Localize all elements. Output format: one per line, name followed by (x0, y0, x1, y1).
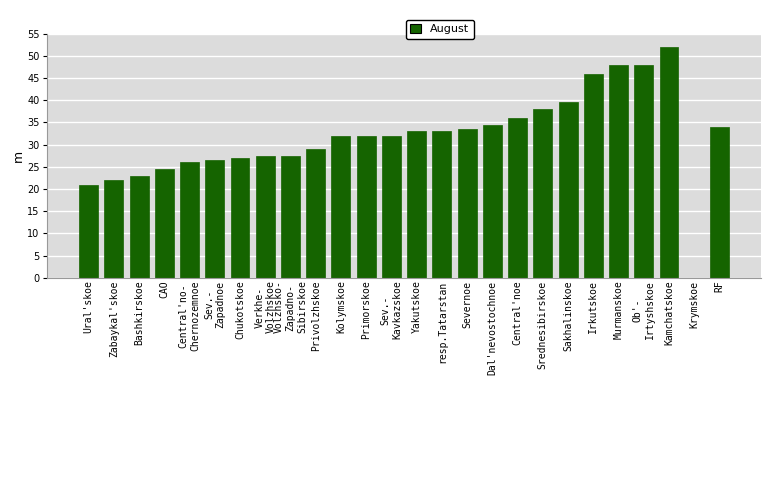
Bar (332, 136, 350, 278)
Bar (256, 156, 275, 278)
Bar (357, 136, 375, 278)
Bar (433, 131, 451, 278)
Bar (634, 65, 653, 278)
Bar (130, 176, 148, 278)
Bar (559, 103, 577, 278)
Bar (584, 73, 603, 278)
Bar (306, 149, 325, 278)
Bar (104, 180, 124, 278)
Bar (382, 136, 401, 278)
Bar (407, 131, 426, 278)
Bar (281, 156, 300, 278)
Bar (458, 129, 476, 278)
Bar (231, 158, 249, 278)
Bar (710, 127, 729, 278)
Bar (180, 162, 199, 278)
Bar (483, 125, 502, 278)
Legend: August: August (406, 20, 474, 39)
Bar (533, 109, 552, 278)
Bar (79, 184, 98, 278)
Bar (660, 47, 678, 278)
Bar (508, 118, 527, 278)
Bar (155, 169, 174, 278)
Bar (609, 65, 628, 278)
Y-axis label: m: m (12, 149, 24, 162)
Bar (205, 160, 225, 278)
